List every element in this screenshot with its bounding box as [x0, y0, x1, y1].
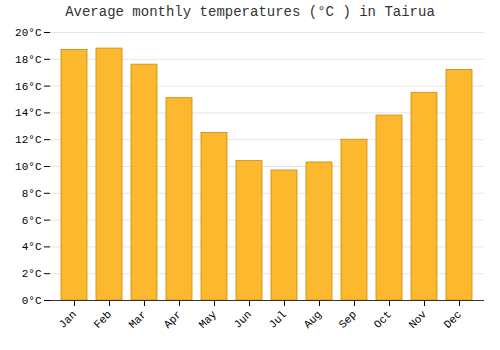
svg-text:Mar: Mar	[127, 308, 149, 330]
svg-text:Aug: Aug	[302, 308, 324, 330]
svg-text:18°C: 18°C	[15, 54, 42, 66]
svg-text:Jul: Jul	[267, 308, 289, 330]
svg-text:Feb: Feb	[92, 308, 114, 330]
svg-text:12°C: 12°C	[15, 134, 42, 146]
svg-text:8°C: 8°C	[22, 188, 42, 200]
svg-text:Jan: Jan	[57, 308, 79, 330]
svg-text:6°C: 6°C	[22, 215, 42, 227]
svg-text:10°C: 10°C	[15, 161, 42, 173]
html-text:Average monthly temperatures (: Average monthly temperatures (°C ) in Ta…	[65, 4, 435, 20]
svg-text:Jun: Jun	[232, 308, 254, 330]
svg-text:Sep: Sep	[337, 308, 359, 330]
svg-text:Nov: Nov	[407, 308, 430, 331]
svg-text:Apr: Apr	[162, 308, 184, 330]
svg-text:May: May	[197, 308, 220, 331]
svg-text:14°C: 14°C	[15, 107, 42, 119]
svg-text:Dec: Dec	[442, 308, 464, 330]
svg-text:2°C: 2°C	[22, 268, 42, 280]
svg-text:0°C: 0°C	[22, 295, 42, 307]
svg-text:4°C: 4°C	[22, 241, 42, 253]
svg-text:20°C: 20°C	[15, 27, 42, 39]
svg-text:Oct: Oct	[372, 308, 394, 330]
svg-text:16°C: 16°C	[15, 81, 42, 93]
